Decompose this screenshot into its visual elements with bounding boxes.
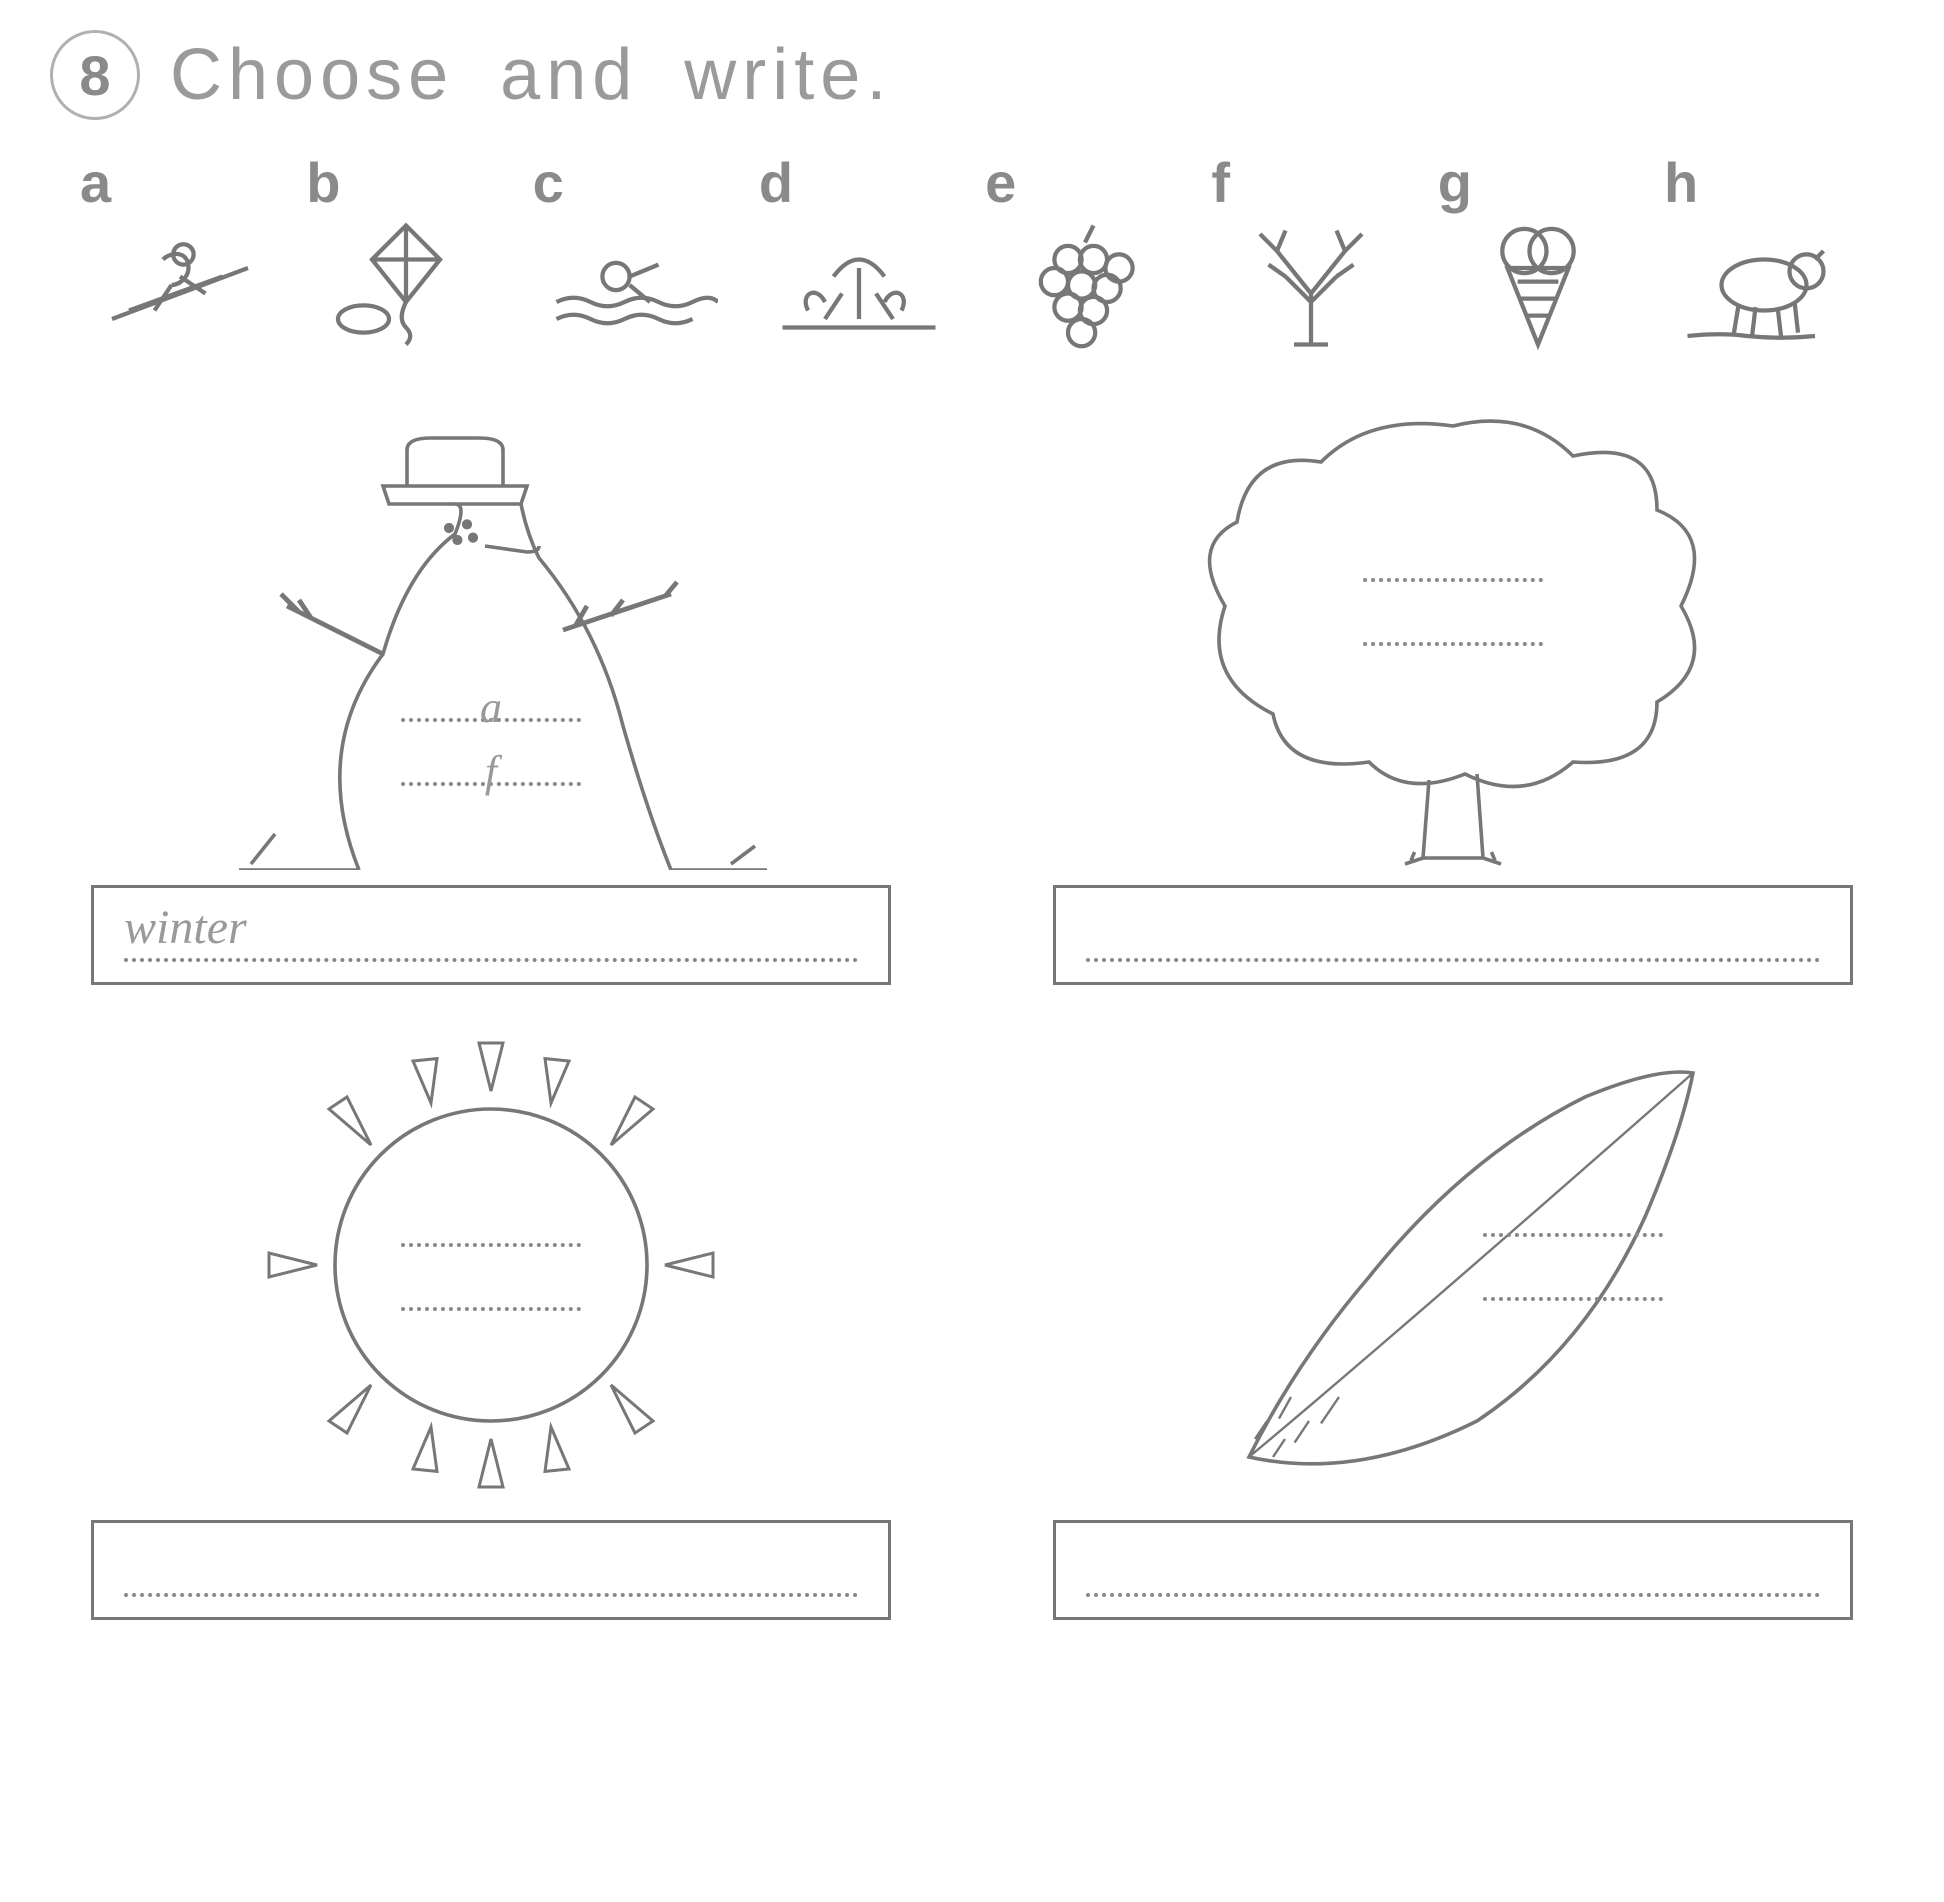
season-name-box[interactable] <box>91 1520 891 1620</box>
lamb-icon <box>1679 220 1849 350</box>
winter-answer-lines: a f <box>401 670 581 798</box>
thumb-label: d <box>759 150 793 215</box>
thumb-d: d <box>759 150 959 350</box>
thumb-e: e <box>985 150 1185 350</box>
tree-image <box>1103 390 1803 870</box>
thumb-label: e <box>985 150 1016 215</box>
answer-line[interactable] <box>1363 606 1543 646</box>
season-name-line[interactable] <box>1086 1590 1820 1597</box>
grapes-icon <box>1000 220 1170 350</box>
sun-image <box>141 1025 841 1505</box>
thumb-b: b <box>306 150 506 350</box>
thumb-h: h <box>1664 150 1864 350</box>
season-spring <box>1012 390 1894 985</box>
season-name-box[interactable] <box>1053 885 1853 985</box>
season-name-box[interactable]: winter <box>91 885 891 985</box>
garden-icon <box>774 220 944 350</box>
season-winter: a f winter <box>50 390 932 985</box>
answer-line[interactable] <box>401 1271 581 1311</box>
kite-icon <box>321 220 491 350</box>
answer-line[interactable]: a <box>401 682 581 722</box>
thumb-label: g <box>1438 150 1472 215</box>
season-autumn <box>1012 1025 1894 1620</box>
spring-answer-lines <box>1363 530 1543 658</box>
thumbnails-row: a b c d e f g <box>60 150 1884 350</box>
bare-tree-icon <box>1226 220 1396 350</box>
answer-line[interactable] <box>401 1207 581 1247</box>
thumb-label: b <box>306 150 340 215</box>
thumb-f: f <box>1211 150 1411 350</box>
snowman-image: a f <box>141 390 841 870</box>
thumb-label: c <box>533 150 564 215</box>
answer-line[interactable] <box>1483 1261 1663 1301</box>
thumb-label: a <box>80 150 111 215</box>
exercise-number-badge: 8 <box>50 30 140 120</box>
autumn-answer-lines <box>1483 1185 1663 1313</box>
swimmer-icon <box>548 220 718 350</box>
season-name-line[interactable] <box>1086 955 1820 962</box>
thumb-label: h <box>1664 150 1698 215</box>
thumb-a: a <box>80 150 280 350</box>
seasons-grid: a f winter <box>50 390 1894 1620</box>
thumb-g: g <box>1438 150 1638 350</box>
instruction-text: Choose and write. <box>170 34 892 116</box>
answer-line[interactable] <box>1483 1197 1663 1237</box>
season-name-line[interactable]: winter <box>124 900 858 962</box>
season-summer <box>50 1025 932 1620</box>
summer-answer-lines <box>401 1195 581 1323</box>
season-name-box[interactable] <box>1053 1520 1853 1620</box>
answer-line[interactable]: f <box>401 746 581 786</box>
exercise-header: 8 Choose and write. <box>50 30 1894 120</box>
season-name-line[interactable] <box>124 1590 858 1597</box>
answer-line[interactable] <box>1363 542 1543 582</box>
leaf-image <box>1103 1025 1803 1505</box>
ice-cream-icon <box>1453 220 1623 350</box>
skier-icon <box>95 220 265 350</box>
thumb-label: f <box>1211 150 1230 215</box>
thumb-c: c <box>533 150 733 350</box>
